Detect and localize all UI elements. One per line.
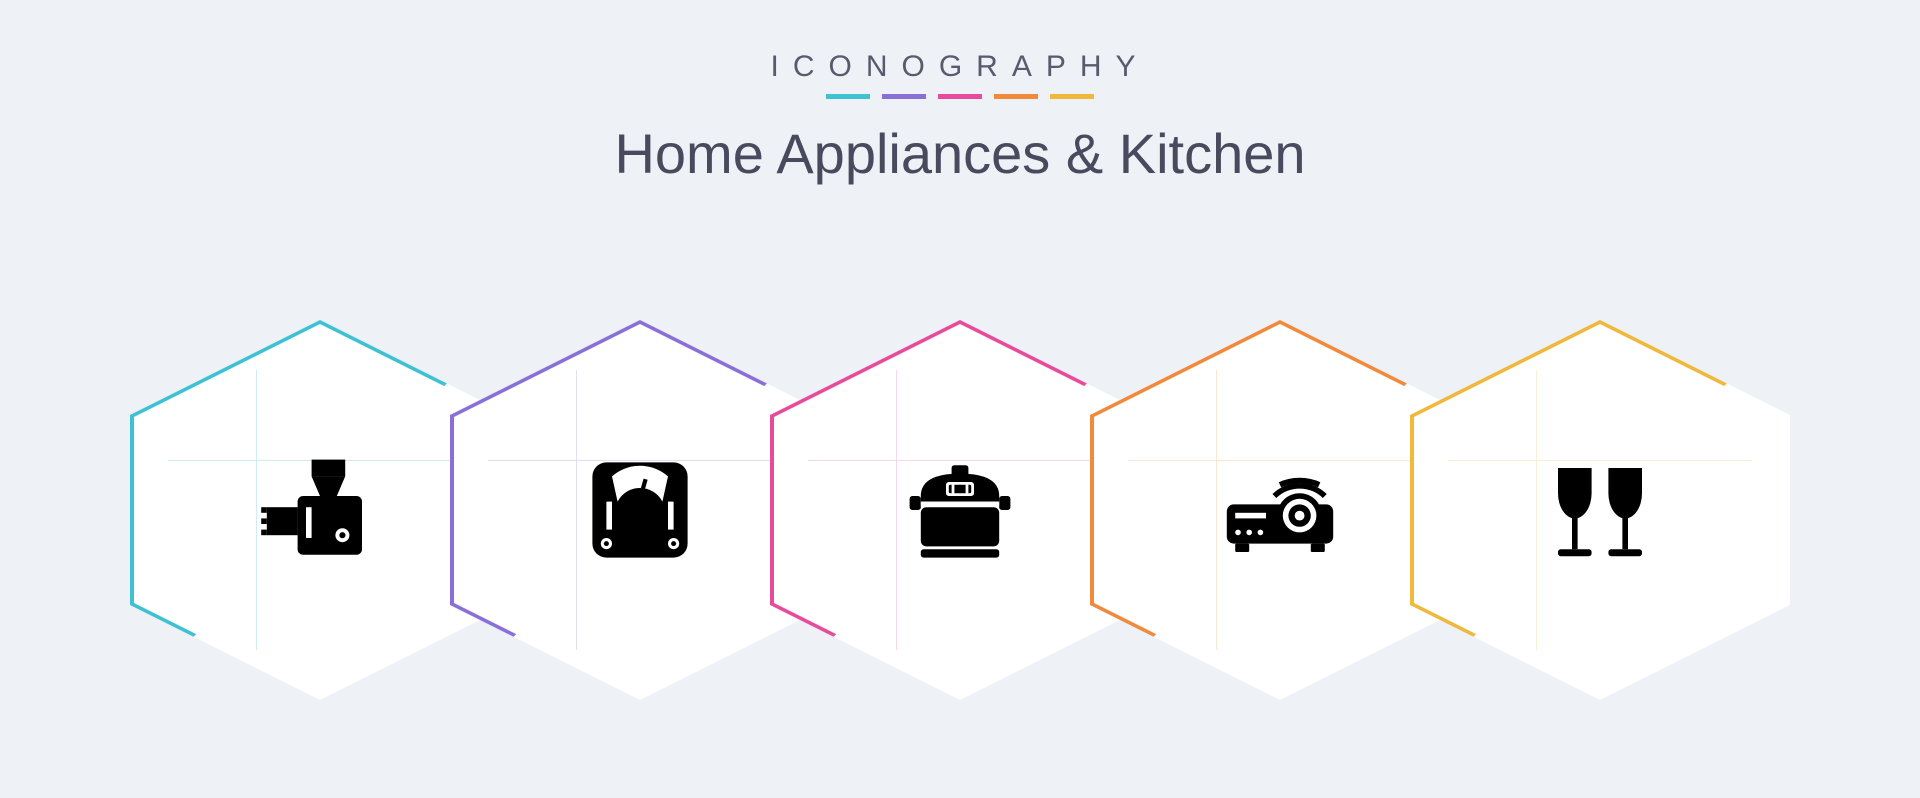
page-title: Home Appliances & Kitchen [0, 121, 1920, 186]
brand-label: ICONOGRAPHY [0, 50, 1920, 84]
bar-0 [826, 94, 870, 99]
bar-1 [882, 94, 926, 99]
bar-4 [1050, 94, 1094, 99]
header: ICONOGRAPHY Home Appliances & Kitchen [0, 0, 1920, 186]
bar-2 [938, 94, 982, 99]
brand-color-bars [0, 94, 1920, 99]
bar-3 [994, 94, 1038, 99]
hex-wine-glasses [1410, 320, 1790, 700]
wine-glasses-icon [1410, 320, 1790, 700]
icon-row [130, 320, 1790, 720]
